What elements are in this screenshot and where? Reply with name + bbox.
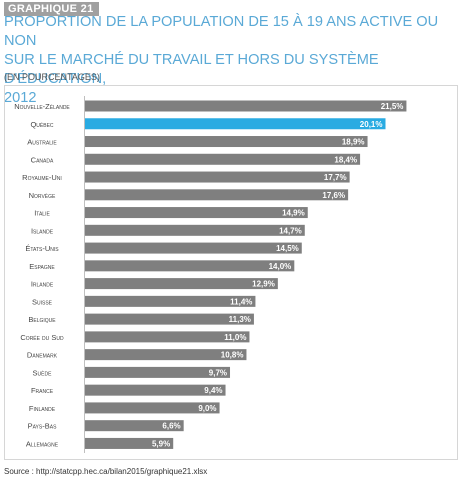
category-label: Suède [33, 368, 53, 377]
bar [85, 331, 250, 343]
bar [85, 153, 361, 165]
category-label: Danemark [27, 351, 58, 360]
bar [85, 224, 305, 236]
category-label: France [31, 386, 54, 395]
chart-title: PROPORTION DE LA POPULATION DE 15 À 19 A… [4, 13, 464, 108]
category-label: Allemagne [26, 439, 59, 448]
category-label: Québec [30, 120, 53, 129]
category-label: Italie [34, 209, 50, 218]
category-label: Australie [27, 138, 57, 147]
bar [85, 402, 220, 414]
bar [85, 207, 308, 219]
data-label: 11,0% [224, 333, 246, 342]
data-label: 20,1% [360, 120, 383, 129]
bar [85, 242, 302, 254]
bar [85, 437, 174, 449]
category-label: Norvège [29, 191, 56, 200]
category-label: Pays-Bas [28, 422, 57, 431]
data-label: 14,0% [269, 262, 292, 271]
data-label: 17,6% [322, 191, 345, 200]
category-label: Royaume-Uni [22, 173, 62, 182]
bar [85, 349, 247, 361]
chart-title-line-3: 2012 [4, 90, 37, 106]
category-label: Espagne [29, 262, 55, 271]
bar [85, 420, 184, 432]
data-label: 10,8% [221, 351, 244, 360]
bar [85, 260, 295, 272]
data-label: 9,4% [204, 386, 222, 395]
data-label: 21,5% [381, 102, 404, 111]
data-label: 6,6% [162, 422, 180, 431]
data-label: 14,7% [279, 226, 302, 235]
data-label: 18,9% [342, 138, 365, 147]
bar [85, 171, 350, 183]
chart-title-line-1: PROPORTION DE LA POPULATION DE 15 À 19 A… [4, 14, 439, 49]
bar [85, 118, 386, 130]
chart-frame [4, 85, 458, 460]
category-label: Nouvelle-Zélande [14, 102, 70, 111]
data-label: 12,9% [252, 280, 275, 289]
data-label: 5,9% [152, 439, 170, 448]
data-label: 11,4% [230, 297, 252, 306]
bar [85, 313, 254, 325]
category-label: Suisse [32, 297, 53, 306]
data-label: 17,7% [324, 173, 347, 182]
category-label: Belgique [28, 315, 56, 324]
data-label: 14,9% [282, 209, 305, 218]
bar [85, 136, 368, 148]
bar [85, 384, 226, 396]
chart-title-line-2: SUR LE MARCHÉ DU TRAVAIL ET HORS DU SYST… [4, 52, 379, 87]
category-label: Islande [31, 226, 54, 235]
data-label: 11,3% [229, 315, 251, 324]
data-label: 9,7% [209, 368, 227, 377]
data-label: 9,0% [198, 404, 216, 413]
category-label: Canada [31, 155, 54, 164]
category-label: États-Unis [25, 244, 59, 253]
bar [85, 189, 349, 201]
bar [85, 366, 231, 378]
data-label: 14,5% [276, 244, 299, 253]
source-note: Source : http://statcpp.hec.ca/bilan2015… [4, 467, 208, 476]
bar [85, 100, 407, 112]
category-label: Finlande [29, 404, 56, 413]
chart-badge: GRAPHIQUE 21 [4, 2, 99, 16]
category-label: Corée du Sud [20, 333, 64, 342]
chart-unit: (EN POURCENTAGES) [4, 72, 100, 82]
data-label: 18,4% [334, 155, 357, 164]
bar [85, 278, 278, 290]
bar [85, 295, 256, 307]
category-label: Irlande [31, 280, 54, 289]
